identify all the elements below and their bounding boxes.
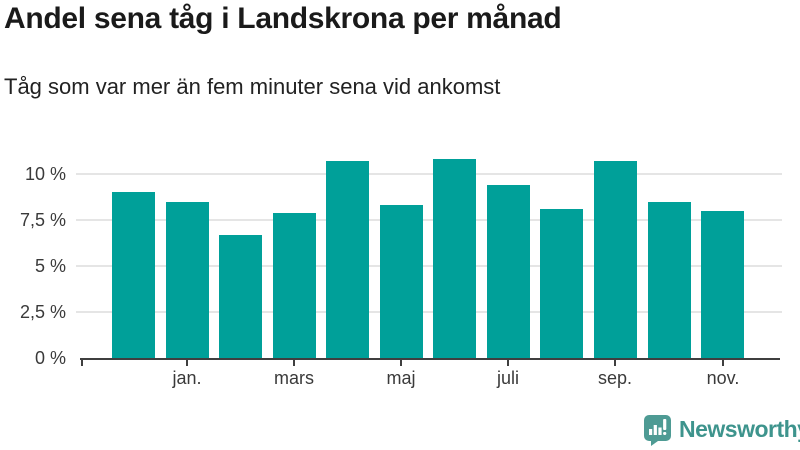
axis-tick	[186, 360, 188, 366]
axis-tick	[293, 360, 295, 366]
chart-title: Andel sena tåg i Landskrona per månad	[4, 2, 562, 35]
chart-subtitle: Tåg som var mer än fem minuter sena vid …	[4, 74, 501, 99]
axis-tick	[614, 360, 616, 366]
chart-bar	[594, 161, 637, 358]
gridline	[76, 311, 782, 313]
chart-bar	[701, 210, 744, 358]
y-axis-label: 7,5 %	[19, 210, 66, 230]
chart-bar	[648, 201, 691, 358]
y-axis-label: 2,5 %	[19, 302, 66, 322]
gridline	[76, 219, 782, 221]
y-axis-label: 0 %	[34, 348, 66, 368]
chart-bar	[112, 192, 155, 358]
chart-bar	[273, 212, 316, 358]
chart-bar	[219, 234, 262, 358]
axis-tick	[81, 360, 83, 366]
chart-bar	[380, 205, 423, 358]
chart-bar	[487, 185, 530, 358]
gridline	[76, 173, 782, 175]
x-axis-line	[80, 358, 780, 360]
y-axis-label: 10 %	[24, 164, 66, 184]
x-axis-label: sep.	[597, 368, 633, 388]
chart-bar	[540, 208, 583, 358]
y-axis-label: 5 %	[34, 256, 66, 276]
x-axis-label: mars	[274, 368, 314, 388]
axis-tick	[400, 360, 402, 366]
x-axis-label: juli	[496, 368, 519, 388]
x-axis-label: jan.	[172, 368, 202, 388]
x-axis-label: nov.	[706, 368, 740, 388]
x-axis-label: maj	[386, 368, 416, 388]
brand-name: Newsworthy	[679, 416, 800, 442]
axis-tick	[507, 360, 509, 366]
gridline	[76, 265, 782, 267]
chart-bar	[326, 161, 369, 358]
brand-footer: Newsworthy	[644, 415, 800, 446]
axis-tick	[722, 360, 724, 366]
newsworthy-logo-icon	[644, 415, 671, 446]
chart-bar	[166, 201, 209, 358]
chart-bar	[433, 159, 476, 358]
